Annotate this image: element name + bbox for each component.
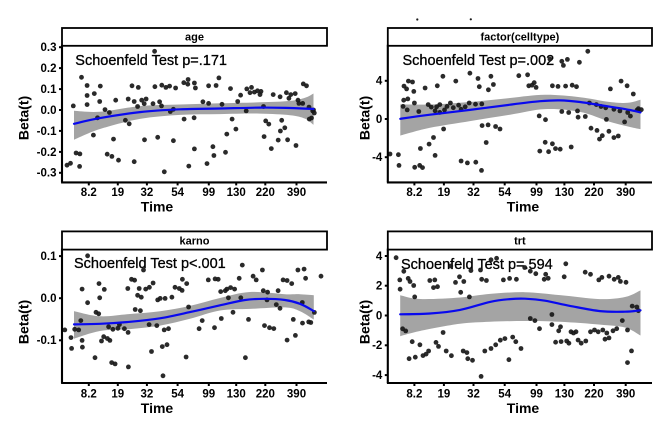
svg-text:99: 99 xyxy=(202,187,215,199)
svg-text:99: 99 xyxy=(202,389,215,401)
svg-text:trt: trt xyxy=(514,235,526,247)
svg-text:32: 32 xyxy=(467,389,480,401)
svg-text:390: 390 xyxy=(616,389,635,401)
svg-text:Beta(t): Beta(t) xyxy=(16,300,32,344)
svg-text:32: 32 xyxy=(467,187,480,199)
svg-text:130: 130 xyxy=(227,187,246,199)
svg-text:19: 19 xyxy=(111,389,124,401)
svg-text:0.1: 0.1 xyxy=(41,84,58,96)
svg-text:19: 19 xyxy=(111,187,124,199)
svg-text:54: 54 xyxy=(171,389,184,401)
svg-text:32: 32 xyxy=(141,389,154,401)
svg-text:Beta(t): Beta(t) xyxy=(16,96,32,140)
svg-text:-4: -4 xyxy=(372,152,383,164)
svg-text:8.2: 8.2 xyxy=(81,187,97,199)
svg-text:4: 4 xyxy=(376,251,383,263)
svg-text:-0.2: -0.2 xyxy=(37,147,57,159)
svg-text:Schoenfeld Test p<.001: Schoenfeld Test p<.001 xyxy=(74,256,226,272)
svg-text:-2: -2 xyxy=(372,340,382,352)
svg-text:2: 2 xyxy=(376,281,382,293)
svg-text:0: 0 xyxy=(376,114,382,126)
svg-text:Time: Time xyxy=(141,400,174,416)
svg-text:0.2: 0.2 xyxy=(41,63,57,75)
svg-text:Schoenfeld Test p=.171: Schoenfeld Test p=.171 xyxy=(75,53,227,69)
svg-text:-0.3: -0.3 xyxy=(37,168,57,180)
svg-text:karno: karno xyxy=(180,235,210,247)
svg-text:0.0: 0.0 xyxy=(41,105,57,117)
svg-text:54: 54 xyxy=(498,187,511,199)
svg-text:130: 130 xyxy=(555,389,574,401)
svg-text:220: 220 xyxy=(584,389,603,401)
svg-text:99: 99 xyxy=(530,187,543,199)
svg-text:0.1: 0.1 xyxy=(41,251,58,263)
svg-text:age: age xyxy=(185,32,204,44)
svg-text:8.2: 8.2 xyxy=(406,187,422,199)
svg-text:8.2: 8.2 xyxy=(81,389,97,401)
svg-text:220: 220 xyxy=(256,389,275,401)
svg-text:220: 220 xyxy=(256,187,275,199)
svg-text:Time: Time xyxy=(507,199,540,215)
svg-text:Beta(t): Beta(t) xyxy=(357,96,373,140)
svg-text:390: 390 xyxy=(287,389,306,401)
svg-text:Beta(t): Beta(t) xyxy=(357,300,373,344)
svg-text:130: 130 xyxy=(555,187,574,199)
svg-text:19: 19 xyxy=(438,187,451,199)
svg-text:Time: Time xyxy=(141,199,174,215)
svg-text:-0.1: -0.1 xyxy=(37,335,57,347)
svg-text:8.2: 8.2 xyxy=(406,389,422,401)
svg-text:0.3: 0.3 xyxy=(41,42,57,54)
svg-text:0: 0 xyxy=(376,310,382,322)
svg-text:99: 99 xyxy=(530,389,543,401)
svg-text:factor(celltype): factor(celltype) xyxy=(480,32,559,44)
svg-text:220: 220 xyxy=(584,187,603,199)
svg-text:Schoenfeld Test p=.002: Schoenfeld Test p=.002 xyxy=(403,53,555,69)
svg-text:-4: -4 xyxy=(372,370,383,382)
svg-text:54: 54 xyxy=(498,389,511,401)
svg-text:32: 32 xyxy=(141,187,154,199)
svg-text:19: 19 xyxy=(438,389,451,401)
svg-text:-0.1: -0.1 xyxy=(37,126,57,138)
svg-text:0.0: 0.0 xyxy=(41,293,57,305)
svg-text:130: 130 xyxy=(227,389,246,401)
svg-text:390: 390 xyxy=(616,187,635,199)
svg-text:54: 54 xyxy=(171,187,184,199)
svg-text:390: 390 xyxy=(287,187,306,199)
svg-text:Schoenfeld Test p=.594: Schoenfeld Test p=.594 xyxy=(401,257,553,273)
svg-text:Time: Time xyxy=(507,400,540,416)
svg-text:4: 4 xyxy=(376,76,383,88)
